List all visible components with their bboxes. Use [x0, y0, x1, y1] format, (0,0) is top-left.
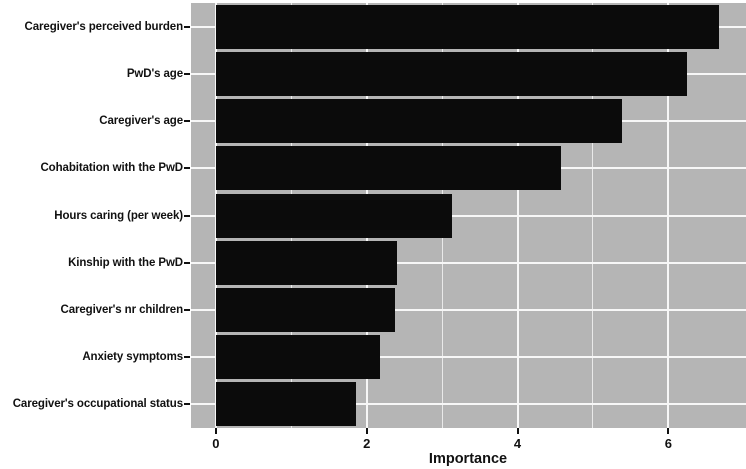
- x-tick-label: 6: [664, 436, 672, 451]
- importance-bar: [215, 4, 719, 49]
- y-axis-tick: [184, 120, 190, 123]
- y-axis-tick: [184, 25, 190, 28]
- importance-bar: [215, 99, 623, 144]
- category-label: PwD's age: [126, 67, 183, 80]
- importance-bar: [215, 51, 688, 96]
- x-tick-label: 4: [513, 436, 522, 451]
- x-axis-tick: [365, 428, 368, 434]
- x-tick-label: 0: [212, 436, 220, 451]
- importance-bar: [215, 146, 562, 191]
- category-label: Caregiver's age: [99, 115, 183, 128]
- importance-bar: [215, 287, 396, 332]
- gridline-horizontal: [191, 214, 746, 217]
- y-axis-tick: [184, 167, 190, 170]
- category-label: Caregiver's occupational status: [12, 398, 183, 411]
- y-axis-tick: [184, 356, 190, 359]
- category-label: Caregiver's nr children: [60, 303, 183, 316]
- x-axis-tick: [667, 428, 670, 434]
- category-label: Cohabitation with the PwD: [40, 162, 183, 175]
- y-axis-tick: [184, 72, 190, 75]
- importance-bar: [215, 335, 380, 380]
- gridline-horizontal: [191, 403, 746, 406]
- importance-bar: [215, 193, 452, 238]
- importance-bar: [215, 382, 357, 427]
- y-axis-tick: [184, 403, 190, 406]
- category-label: Caregiver's perceived burden: [24, 20, 184, 33]
- y-axis-tick: [184, 214, 190, 217]
- category-label: Kinship with the PwD: [68, 256, 183, 269]
- x-tick-label: 2: [363, 436, 371, 451]
- x-axis-tick: [516, 428, 519, 434]
- importance-bar: [215, 240, 397, 285]
- category-label: Hours caring (per week): [54, 209, 183, 222]
- chart-panel: [191, 3, 746, 428]
- y-axis-tick: [184, 308, 190, 311]
- category-label: Anxiety symptoms: [82, 351, 183, 364]
- gridline-horizontal: [191, 356, 746, 359]
- x-axis-tick: [214, 428, 217, 434]
- gridline-horizontal: [191, 261, 746, 264]
- gridline-horizontal: [191, 308, 746, 311]
- x-axis-title: Importance: [428, 451, 508, 467]
- y-axis-tick: [184, 261, 190, 264]
